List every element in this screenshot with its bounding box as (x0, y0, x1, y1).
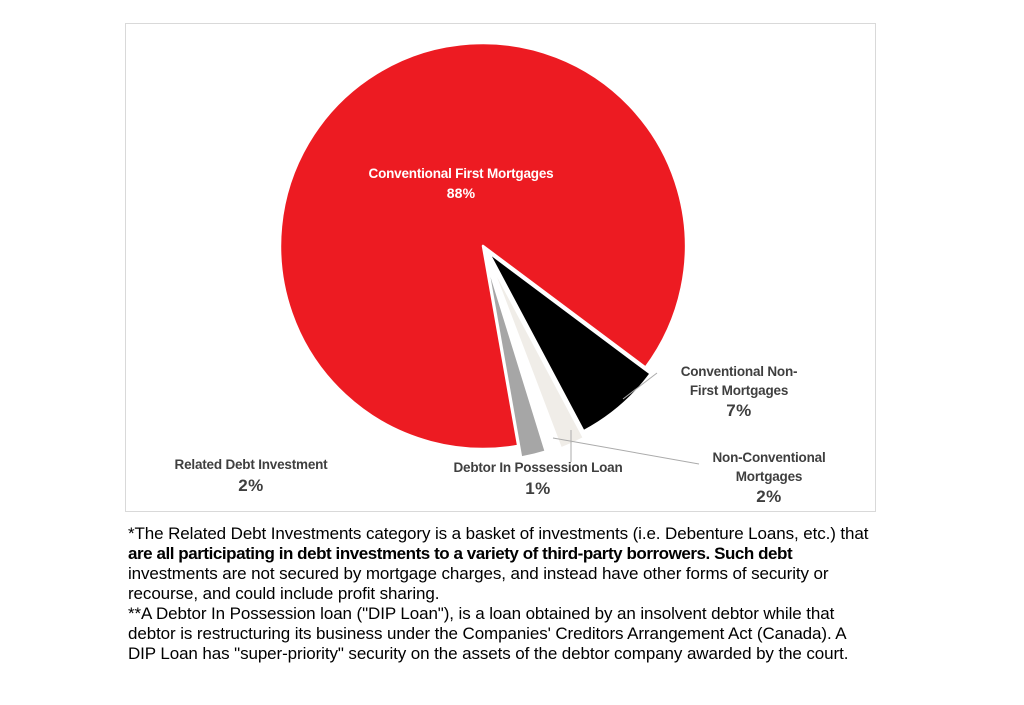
slice-percent: 2% (756, 487, 782, 506)
leader-line-0 (622, 372, 658, 400)
pie-chart (278, 41, 700, 465)
footnote-line: are all participating in debt investment… (128, 544, 793, 563)
callout-conventional-first-mortgages: Conventional First Mortgages 88% (311, 165, 611, 203)
slice-percent: 88% (446, 185, 476, 201)
slice-label: Related Debt Investment (174, 457, 328, 472)
pie-slice-4 (484, 256, 548, 459)
footnote-line: recourse, and could include profit shari… (128, 584, 440, 603)
slice-label: Non-Conventional (712, 450, 826, 465)
pie-chart-panel: Conventional First Mortgages 88% Convent… (125, 23, 876, 512)
pie-slice-0 (278, 41, 688, 451)
slice-percent: 2% (238, 475, 264, 495)
callout-non-conventional-mortgages: Non-Conventional Mortgages 2% (689, 449, 849, 506)
slice-label: First Mortgages (689, 382, 789, 398)
footnote-line: *The Related Debt Investments category i… (128, 524, 869, 543)
slice-label: Mortgages (735, 468, 803, 484)
callout-conventional-non-first-mortgages: Conventional Non- First Mortgages 7% (653, 363, 825, 420)
leader-line-1 (552, 437, 700, 465)
footnote-line: debtor is restructuring its business und… (128, 624, 847, 643)
slice-percent: 7% (726, 401, 752, 420)
pie-slice-1 (486, 250, 653, 433)
slice-percent: 1% (525, 478, 551, 498)
callout-debtor-in-possession-loan: Debtor In Possession Loan 1% (418, 459, 658, 498)
footnote-line: investments are not secured by mortgage … (128, 564, 829, 583)
footnote-line: **A Debtor In Possession loan ("DIP Loan… (128, 604, 835, 623)
slice-label: Conventional Non- (680, 364, 798, 379)
slice-label: Debtor In Possession Loan (453, 460, 623, 475)
slice-label: Conventional First Mortgages (368, 166, 554, 181)
pie-slice-2 (487, 257, 586, 450)
pie-slice-3 (487, 261, 563, 459)
footnote-line: DIP Loan has "super-priority" security o… (128, 644, 849, 663)
footnotes: *The Related Debt Investments category i… (128, 524, 928, 664)
callout-related-debt-investment: Related Debt Investment 2% (141, 456, 361, 495)
